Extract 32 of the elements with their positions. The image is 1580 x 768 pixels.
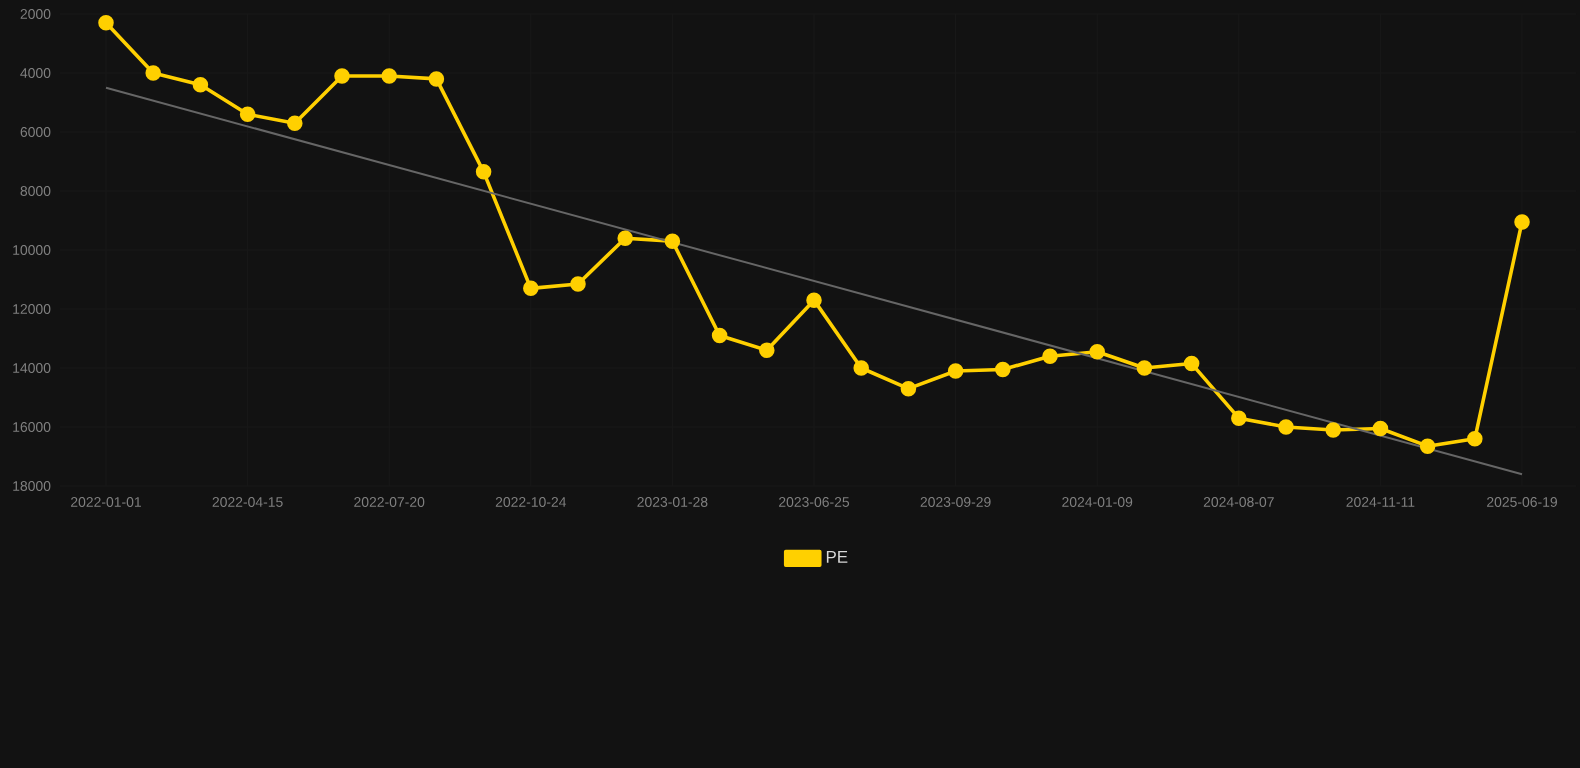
point bbox=[1231, 410, 1247, 426]
point bbox=[523, 280, 539, 297]
point bbox=[995, 361, 1011, 378]
point bbox=[1372, 420, 1389, 437]
point bbox=[1325, 422, 1341, 438]
point bbox=[1136, 360, 1153, 376]
point bbox=[145, 65, 161, 81]
point bbox=[334, 68, 350, 84]
point bbox=[853, 360, 869, 376]
point bbox=[1278, 419, 1294, 435]
point bbox=[475, 164, 492, 180]
point bbox=[947, 363, 964, 379]
point bbox=[1467, 431, 1483, 447]
point bbox=[1042, 348, 1058, 364]
point bbox=[1183, 355, 1200, 372]
point bbox=[239, 106, 256, 123]
point bbox=[428, 71, 445, 87]
point bbox=[1514, 214, 1530, 230]
point bbox=[381, 68, 397, 84]
point bbox=[1419, 438, 1436, 454]
point bbox=[570, 276, 586, 292]
point bbox=[806, 292, 822, 308]
point bbox=[759, 342, 775, 359]
point bbox=[287, 115, 303, 131]
point bbox=[900, 380, 917, 397]
legend-label: PE bbox=[826, 551, 848, 563]
point bbox=[98, 15, 114, 31]
point bbox=[664, 233, 681, 249]
point bbox=[711, 327, 728, 344]
point bbox=[617, 230, 633, 246]
point bbox=[1089, 344, 1105, 360]
point bbox=[192, 77, 209, 93]
